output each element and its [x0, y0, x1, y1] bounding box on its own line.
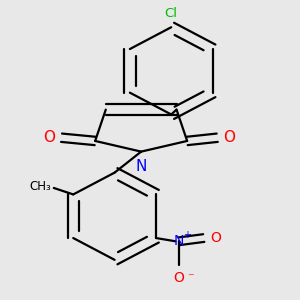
Text: O: O [43, 130, 55, 145]
Text: O: O [224, 130, 236, 145]
Text: Cl: Cl [165, 7, 178, 20]
Text: +: + [183, 230, 191, 241]
Text: O: O [173, 271, 184, 285]
Text: O: O [210, 231, 221, 245]
Text: ⁻: ⁻ [187, 271, 194, 284]
Text: N: N [136, 159, 147, 174]
Text: CH₃: CH₃ [29, 180, 51, 193]
Text: N: N [174, 234, 184, 248]
